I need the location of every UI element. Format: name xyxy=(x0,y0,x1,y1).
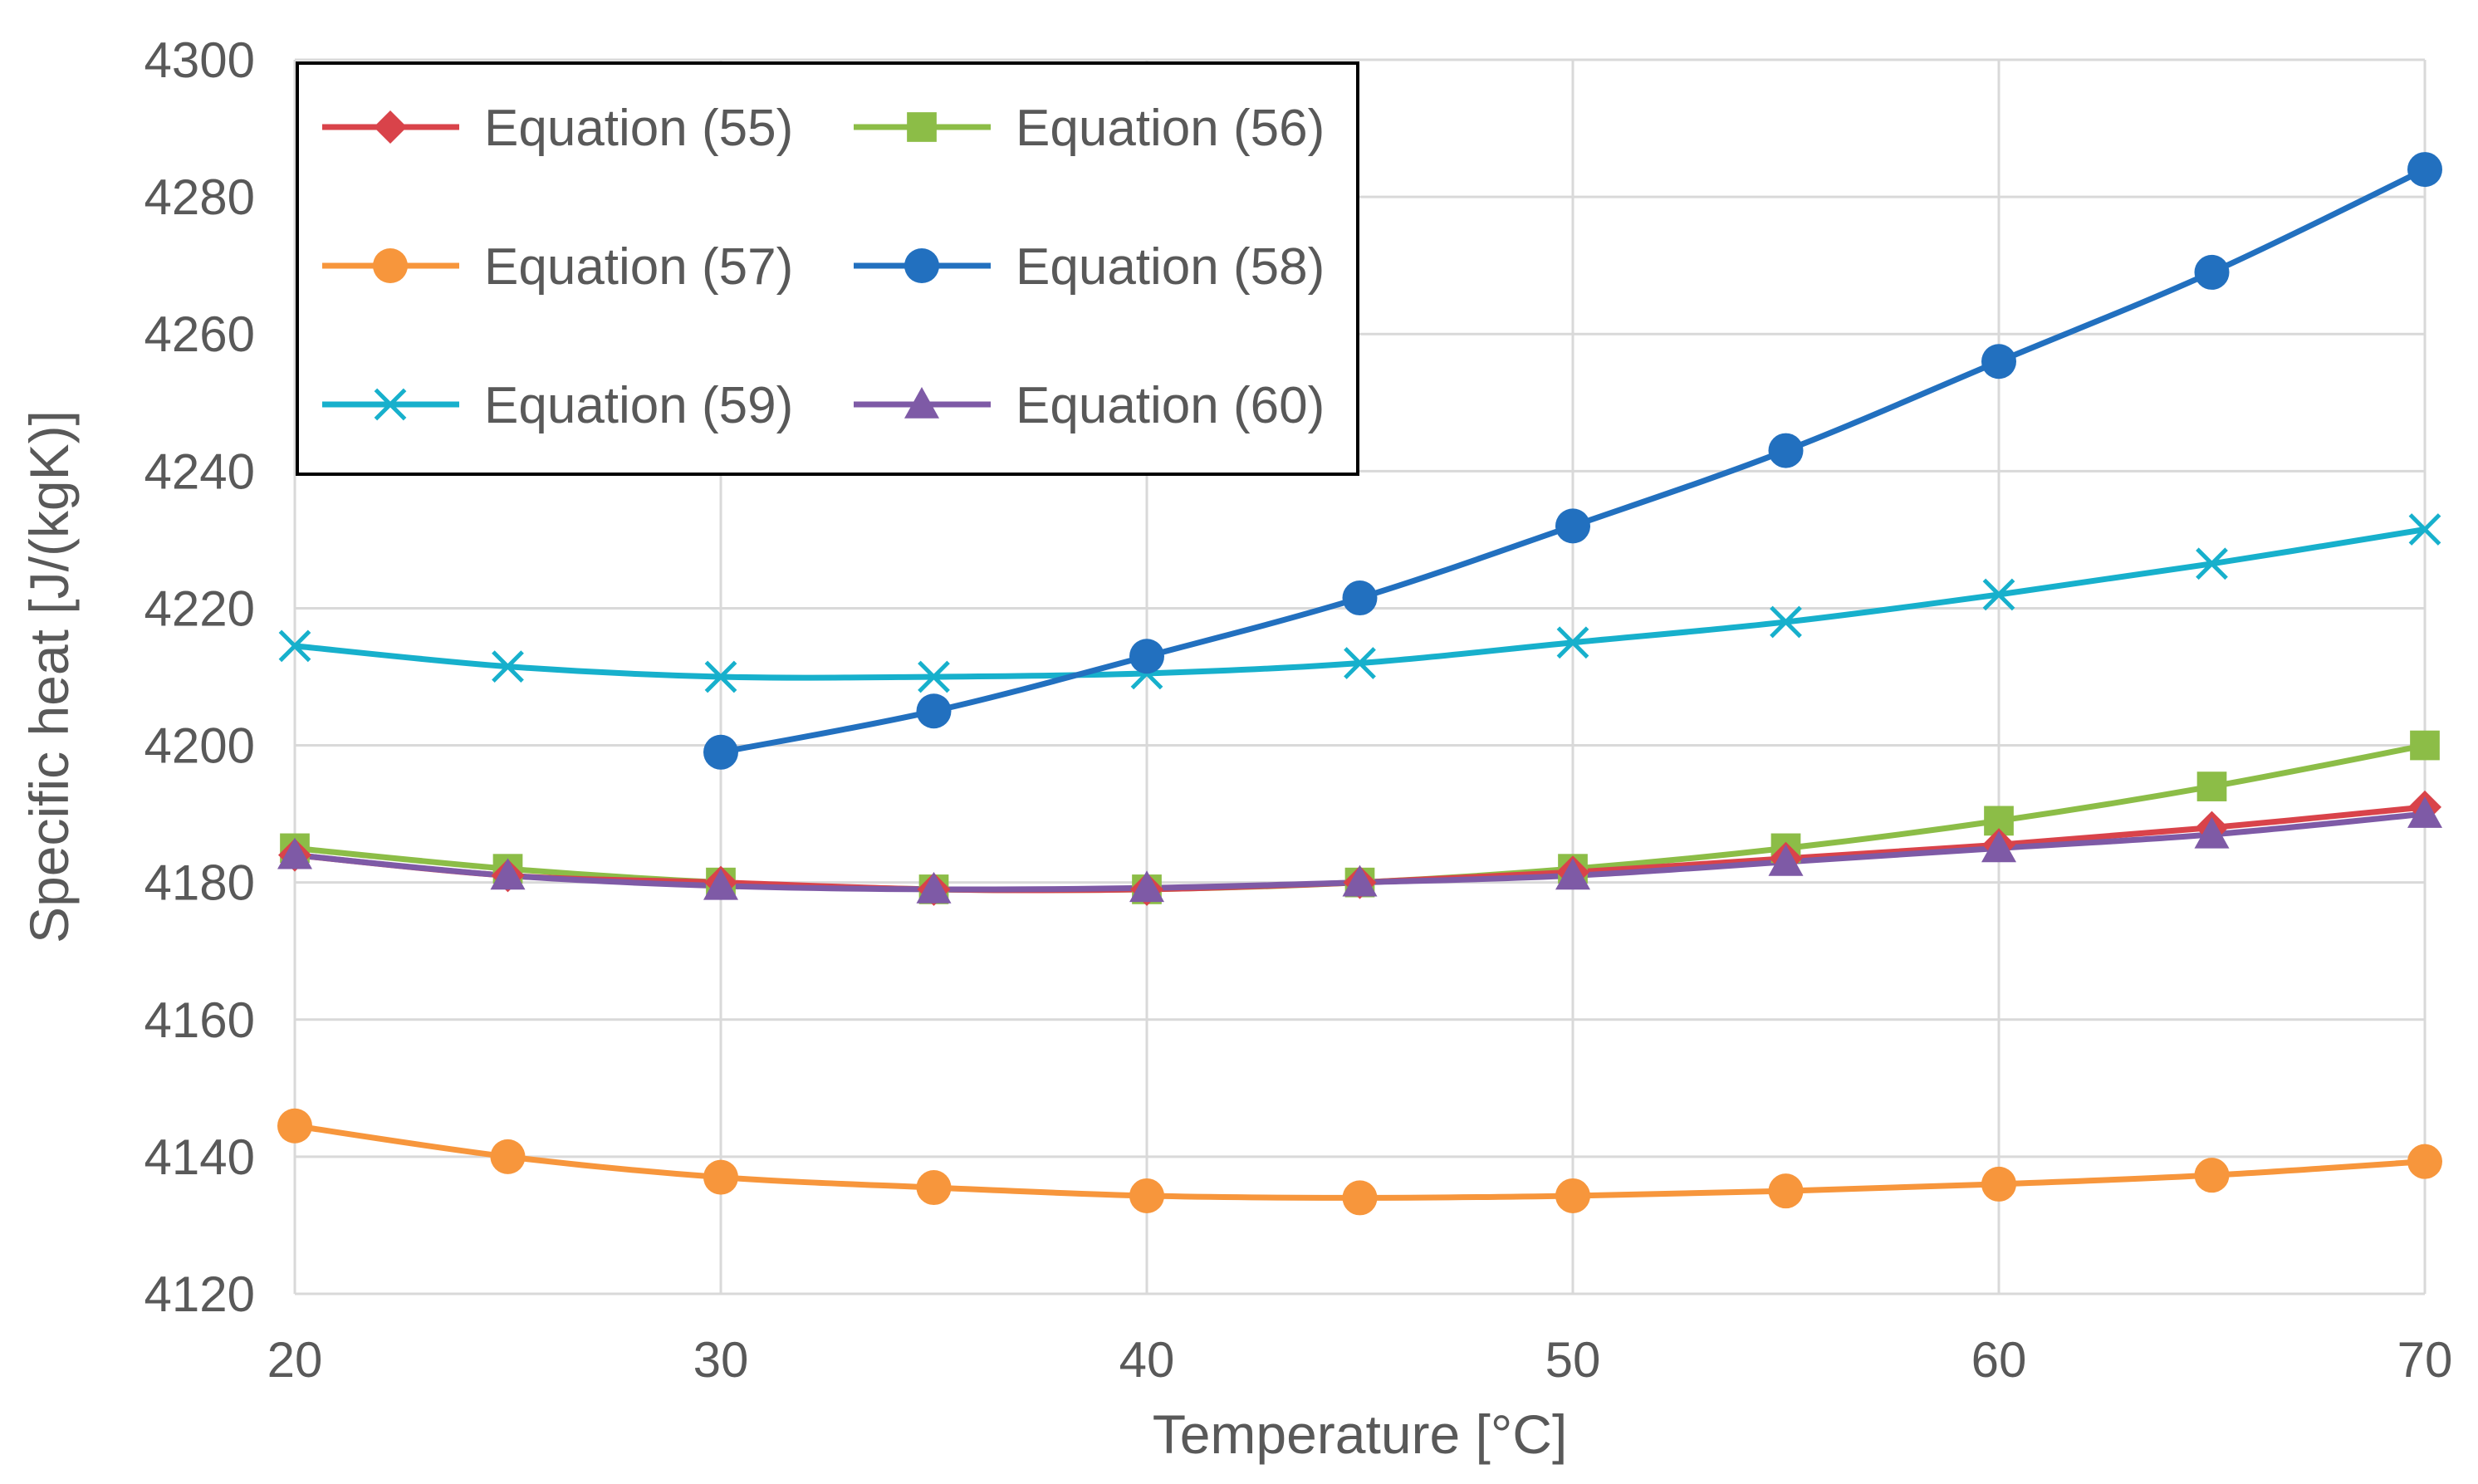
legend-swatch-marker xyxy=(904,387,939,419)
data-point-eq58 xyxy=(1768,433,1804,468)
marker-x-stroke xyxy=(704,660,737,693)
marker-x-stroke xyxy=(1982,578,2015,611)
data-point-eq59 xyxy=(1982,578,2015,611)
y-tick-label: 4260 xyxy=(144,306,255,362)
tick-labels: 4120 4140 4160 4180 4200 4220 4240 4260 4280 4300… xyxy=(144,32,2453,1388)
y-tick-label: 4200 xyxy=(144,718,255,774)
data-point-eq58 xyxy=(703,734,738,770)
data-point-eq60 xyxy=(2194,816,2230,849)
data-point-eq60 xyxy=(1768,844,1804,876)
data-point-eq56 xyxy=(2196,771,2227,801)
legend-item-57: Equation (57) xyxy=(322,238,793,296)
legend-box xyxy=(296,61,1359,476)
data-point-eq60 xyxy=(703,868,738,900)
legend-item-58: Equation (58) xyxy=(854,238,1325,296)
x-tick-label: 20 xyxy=(267,1332,323,1388)
y-tick-label: 4120 xyxy=(144,1266,255,1322)
legend-label: Equation (56) xyxy=(1016,100,1325,157)
legend-label: Equation (55) xyxy=(484,100,793,157)
marker-x-stroke xyxy=(374,388,407,421)
legend-label: Equation (57) xyxy=(484,238,793,296)
data-point-eq57 xyxy=(1342,1180,1378,1216)
data-point-eq58 xyxy=(2194,254,2230,290)
legend-item-56: Equation (56) xyxy=(854,100,1325,157)
marker-x-stroke xyxy=(1344,647,1376,679)
x-axis-title: Temperature [°C] xyxy=(1153,1403,1568,1465)
data-point-eq57 xyxy=(490,1139,526,1174)
data-point-eq57 xyxy=(2407,1144,2442,1179)
x-tick-label: 60 xyxy=(1971,1332,2027,1388)
y-tick-label: 4220 xyxy=(144,580,255,636)
data-point-eq60 xyxy=(490,858,526,890)
y-tick-label: 4280 xyxy=(144,169,255,225)
marker-x-stroke xyxy=(918,660,950,693)
data-point-eq58 xyxy=(916,693,952,729)
marker-x-stroke xyxy=(1770,605,1802,639)
data-point-eq58 xyxy=(1129,639,1164,674)
y-tick-label: 4160 xyxy=(144,992,255,1048)
data-point-eq60 xyxy=(1555,858,1590,890)
legend-swatch-marker xyxy=(374,110,407,144)
data-point-eq60 xyxy=(916,871,952,904)
data-point-eq57 xyxy=(1981,1166,2016,1202)
legend-label: Equation (60) xyxy=(1016,377,1325,434)
legend-swatch-marker xyxy=(373,248,408,283)
data-point-eq59 xyxy=(1556,626,1589,659)
data-point-eq59 xyxy=(1770,605,1802,639)
data-point-eq58 xyxy=(1981,344,2016,380)
x-tick-label: 50 xyxy=(1545,1332,1601,1388)
legend-label: Equation (58) xyxy=(1016,238,1325,296)
data-point-eq57 xyxy=(916,1170,952,1206)
legend-label: Equation (59) xyxy=(484,377,793,434)
y-axis-title: Specific heat [J/(kgK)] xyxy=(18,410,80,943)
data-point-eq60 xyxy=(2407,796,2442,828)
marker-x-stroke xyxy=(2408,513,2441,546)
data-point-eq60 xyxy=(1129,870,1164,903)
legend-swatch-marker xyxy=(374,388,407,421)
legend-item-59: Equation (59) xyxy=(322,377,793,434)
data-point-eq59 xyxy=(278,629,311,663)
y-tick-label: 4240 xyxy=(144,443,255,499)
data-point-eq59 xyxy=(918,660,950,693)
data-point-eq60 xyxy=(1981,830,2016,863)
data-point-eq57 xyxy=(703,1159,738,1195)
marker-x-stroke xyxy=(492,650,524,683)
data-point-eq59 xyxy=(1344,647,1376,679)
x-tick-label: 70 xyxy=(2397,1332,2453,1388)
legend-swatch-marker xyxy=(907,112,937,142)
legend-swatch-marker xyxy=(904,248,939,283)
x-tick-label: 40 xyxy=(1119,1332,1175,1388)
y-tick-label: 4300 xyxy=(144,32,255,88)
y-tick-label: 4140 xyxy=(144,1129,255,1185)
data-point-eq59 xyxy=(2196,547,2228,580)
data-point-eq59 xyxy=(704,660,737,693)
data-point-eq59 xyxy=(2408,513,2441,546)
x-tick-label: 30 xyxy=(693,1332,749,1388)
data-point-eq60 xyxy=(1342,864,1378,897)
data-point-eq58 xyxy=(1342,580,1378,616)
legend-item-60: Equation (60) xyxy=(854,377,1325,434)
legend-item-55: Equation (55) xyxy=(322,100,793,157)
data-point-eq57 xyxy=(1768,1173,1804,1209)
data-point-eq60 xyxy=(277,837,312,869)
data-point-eq58 xyxy=(2407,152,2442,188)
data-point-eq57 xyxy=(1555,1178,1590,1213)
marker-layer xyxy=(277,152,2442,1216)
legend: Equation (55) Equation (56) Equation (57) E… xyxy=(296,61,1359,476)
data-point-eq59 xyxy=(492,650,524,683)
data-point-eq57 xyxy=(277,1108,312,1144)
data-point-eq56 xyxy=(2410,730,2440,761)
marker-x-stroke xyxy=(278,629,311,663)
data-point-eq57 xyxy=(1129,1178,1164,1213)
data-point-eq58 xyxy=(1555,508,1590,544)
y-tick-label: 4180 xyxy=(144,855,255,911)
data-point-eq57 xyxy=(2194,1158,2230,1193)
marker-x-stroke xyxy=(1556,626,1589,659)
marker-x-stroke xyxy=(2196,547,2228,580)
